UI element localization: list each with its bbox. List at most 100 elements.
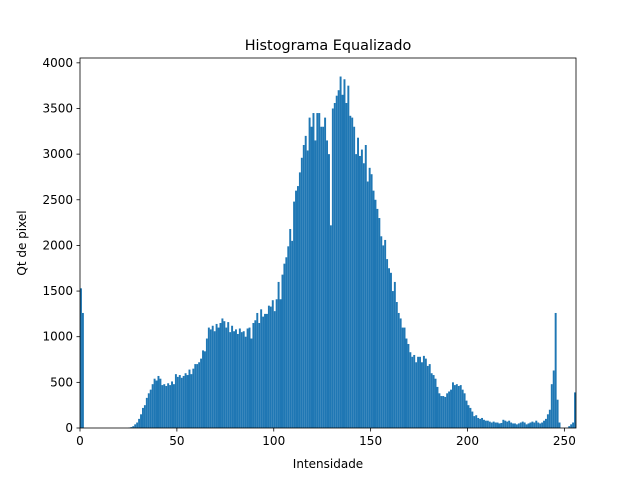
bar <box>523 422 526 428</box>
bar <box>134 424 137 428</box>
bar <box>395 302 398 428</box>
bar <box>457 386 460 428</box>
bar <box>541 422 544 428</box>
bar <box>521 421 524 428</box>
bar <box>287 246 290 428</box>
bar <box>353 126 356 429</box>
bar <box>438 393 441 428</box>
bar <box>320 126 323 429</box>
bar <box>295 190 297 428</box>
bar <box>142 407 144 428</box>
bar <box>283 263 286 428</box>
bar <box>244 336 247 428</box>
bar <box>527 423 530 428</box>
bar <box>473 416 476 428</box>
bar <box>258 323 261 428</box>
bar <box>533 422 536 428</box>
bar <box>281 274 284 428</box>
bar <box>500 422 503 428</box>
bar <box>479 418 482 428</box>
bar <box>240 332 243 428</box>
bar <box>213 331 216 428</box>
bar <box>289 228 292 428</box>
bar <box>411 356 414 428</box>
bar <box>231 325 234 428</box>
bar <box>421 362 423 428</box>
bar <box>297 186 299 428</box>
bar <box>246 328 249 428</box>
bar <box>397 312 400 428</box>
bar <box>537 422 540 428</box>
bar <box>267 305 270 428</box>
bar <box>556 399 559 428</box>
bar <box>434 378 437 428</box>
bar <box>360 149 363 428</box>
bar <box>355 154 358 429</box>
bar <box>347 85 350 428</box>
bar <box>517 423 520 428</box>
bar <box>546 414 549 428</box>
bar <box>492 421 495 428</box>
bar <box>374 199 377 428</box>
x-tick-label: 200 <box>456 434 479 448</box>
bar <box>430 373 433 428</box>
bar <box>461 389 464 428</box>
bar <box>157 375 160 428</box>
bar <box>167 383 170 428</box>
bar <box>475 415 478 428</box>
bar <box>440 396 443 428</box>
bar <box>202 350 204 428</box>
bar <box>535 420 538 428</box>
bar <box>508 420 511 428</box>
bar <box>204 351 206 428</box>
bar <box>223 321 226 428</box>
bar <box>209 329 212 428</box>
bar <box>506 421 509 428</box>
x-tick-label: 150 <box>359 434 382 448</box>
bar <box>178 375 181 428</box>
bar <box>242 331 245 428</box>
bar <box>329 225 332 428</box>
bar <box>345 103 348 428</box>
bar <box>238 328 241 428</box>
bar <box>512 423 514 428</box>
bar <box>343 79 346 428</box>
bar <box>217 327 220 428</box>
bar <box>80 288 82 428</box>
bar <box>351 117 354 428</box>
bar <box>277 281 280 428</box>
bar <box>198 362 201 428</box>
bar <box>324 117 327 428</box>
bar <box>339 76 342 428</box>
bar <box>335 95 338 428</box>
bar <box>169 385 172 428</box>
bar <box>186 375 189 428</box>
bar <box>250 338 253 428</box>
bar <box>424 358 427 428</box>
bar <box>417 356 420 428</box>
bar <box>326 140 328 428</box>
bar <box>378 218 381 428</box>
x-axis-label: Intensidade <box>293 457 363 471</box>
bar <box>459 385 462 428</box>
bar <box>372 190 375 428</box>
bar <box>194 364 197 428</box>
bar <box>306 150 309 428</box>
bar <box>452 382 454 428</box>
bar <box>382 245 385 428</box>
bar <box>488 421 491 428</box>
y-tick-label: 1000 <box>42 330 73 344</box>
bar <box>539 423 542 428</box>
bar <box>498 423 501 428</box>
bar <box>502 419 505 428</box>
bar <box>409 352 412 428</box>
bar <box>233 331 235 428</box>
y-tick-label: 2500 <box>42 193 73 207</box>
bar <box>130 427 133 428</box>
bar <box>312 113 315 429</box>
x-tick-label: 50 <box>169 434 184 448</box>
bar <box>407 344 410 428</box>
bar <box>572 422 575 428</box>
bar <box>442 396 445 428</box>
